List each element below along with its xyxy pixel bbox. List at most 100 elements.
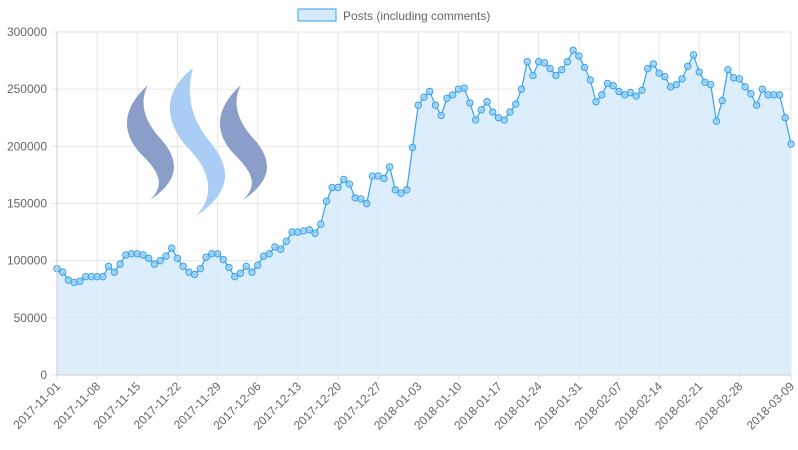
data-point: [282, 237, 291, 245]
data-point: [638, 86, 646, 95]
data-point: [162, 252, 170, 260]
data-point: [557, 66, 566, 74]
data-point: [231, 272, 239, 281]
data-point: [254, 261, 262, 269]
data-point: [110, 268, 119, 276]
data-point: [632, 92, 640, 100]
data-point: [661, 72, 669, 81]
data-point: [712, 117, 721, 125]
data-point: [672, 80, 681, 89]
data-point: [775, 91, 784, 99]
data-point: [523, 58, 531, 66]
data-point: [99, 272, 107, 281]
data-point: [437, 111, 445, 120]
data-point: [735, 75, 744, 83]
y-tick-label: 100000: [7, 254, 47, 268]
data-point: [362, 199, 371, 208]
data-point: [236, 269, 245, 277]
data-point: [695, 68, 703, 76]
data-point: [276, 245, 285, 253]
data-point: [489, 108, 497, 116]
data-point: [649, 60, 658, 68]
y-tick-label: 0: [40, 368, 47, 382]
steem-logo-left-wave: [126, 85, 174, 200]
data-point: [202, 253, 210, 261]
data-point: [512, 100, 520, 108]
data-point: [322, 197, 331, 205]
data-point: [529, 71, 537, 80]
data-point: [466, 99, 474, 107]
data-point: [569, 46, 577, 54]
data-point: [397, 189, 405, 197]
data-point: [265, 250, 273, 258]
data-point: [477, 106, 486, 114]
data-point: [540, 59, 549, 67]
data-point: [752, 101, 761, 109]
data-point: [116, 260, 124, 268]
data-point: [741, 83, 749, 91]
data-point: [718, 96, 726, 105]
data-point: [403, 186, 411, 194]
data-point: [684, 62, 692, 71]
data-point: [219, 255, 228, 264]
legend-label: Posts (including comments): [343, 9, 490, 23]
steem-logo-middle-wave: [169, 68, 226, 216]
data-point: [707, 80, 715, 89]
series-points: [53, 46, 795, 287]
data-point: [483, 98, 491, 106]
y-axis-tick-labels: 0 50000 100000 150000 200000 250000 300000: [7, 25, 47, 382]
y-tick-label: 150000: [7, 197, 47, 211]
data-point: [586, 76, 594, 84]
data-point: [190, 270, 199, 279]
data-point: [431, 101, 440, 109]
data-point: [787, 140, 795, 148]
data-point: [517, 85, 526, 93]
data-point: [580, 63, 589, 72]
data-point: [592, 98, 600, 106]
data-point: [689, 51, 698, 59]
series-area: [57, 50, 791, 375]
data-point: [609, 82, 617, 90]
data-point: [471, 116, 480, 124]
data-point: [357, 195, 365, 203]
data-point: [345, 180, 354, 188]
data-point: [391, 186, 400, 194]
data-point: [225, 263, 233, 272]
data-point: [426, 87, 434, 96]
steem-logo-icon: [126, 68, 267, 216]
data-point: [500, 116, 508, 124]
data-point: [311, 229, 319, 237]
data-point: [145, 254, 153, 263]
data-point: [506, 108, 514, 116]
data-point: [150, 260, 159, 268]
data-point: [626, 88, 635, 97]
data-point: [781, 114, 789, 122]
data-point: [196, 264, 205, 273]
data-point: [242, 262, 250, 271]
axes: [56, 32, 791, 376]
data-point: [213, 250, 222, 258]
y-tick-label: 300000: [7, 25, 47, 39]
data-point: [448, 91, 457, 99]
data-point: [758, 85, 767, 93]
data-point: [167, 244, 176, 252]
legend-swatch: [297, 8, 337, 22]
data-point: [380, 174, 388, 183]
data-point: [552, 71, 560, 80]
data-point: [104, 262, 113, 271]
data-point: [747, 90, 755, 98]
data-point: [420, 93, 428, 101]
data-point: [408, 143, 417, 152]
y-tick-label: 50000: [14, 311, 48, 325]
data-point: [305, 226, 314, 234]
data-point: [615, 87, 623, 96]
y-tick-label: 200000: [7, 139, 47, 153]
data-point: [678, 75, 686, 83]
data-point: [655, 69, 663, 77]
data-point: [385, 163, 394, 171]
steem-logo-right-wave: [219, 85, 267, 200]
data-point: [460, 84, 468, 92]
legend[interactable]: Posts (including comments): [297, 8, 490, 23]
data-point: [139, 251, 147, 259]
